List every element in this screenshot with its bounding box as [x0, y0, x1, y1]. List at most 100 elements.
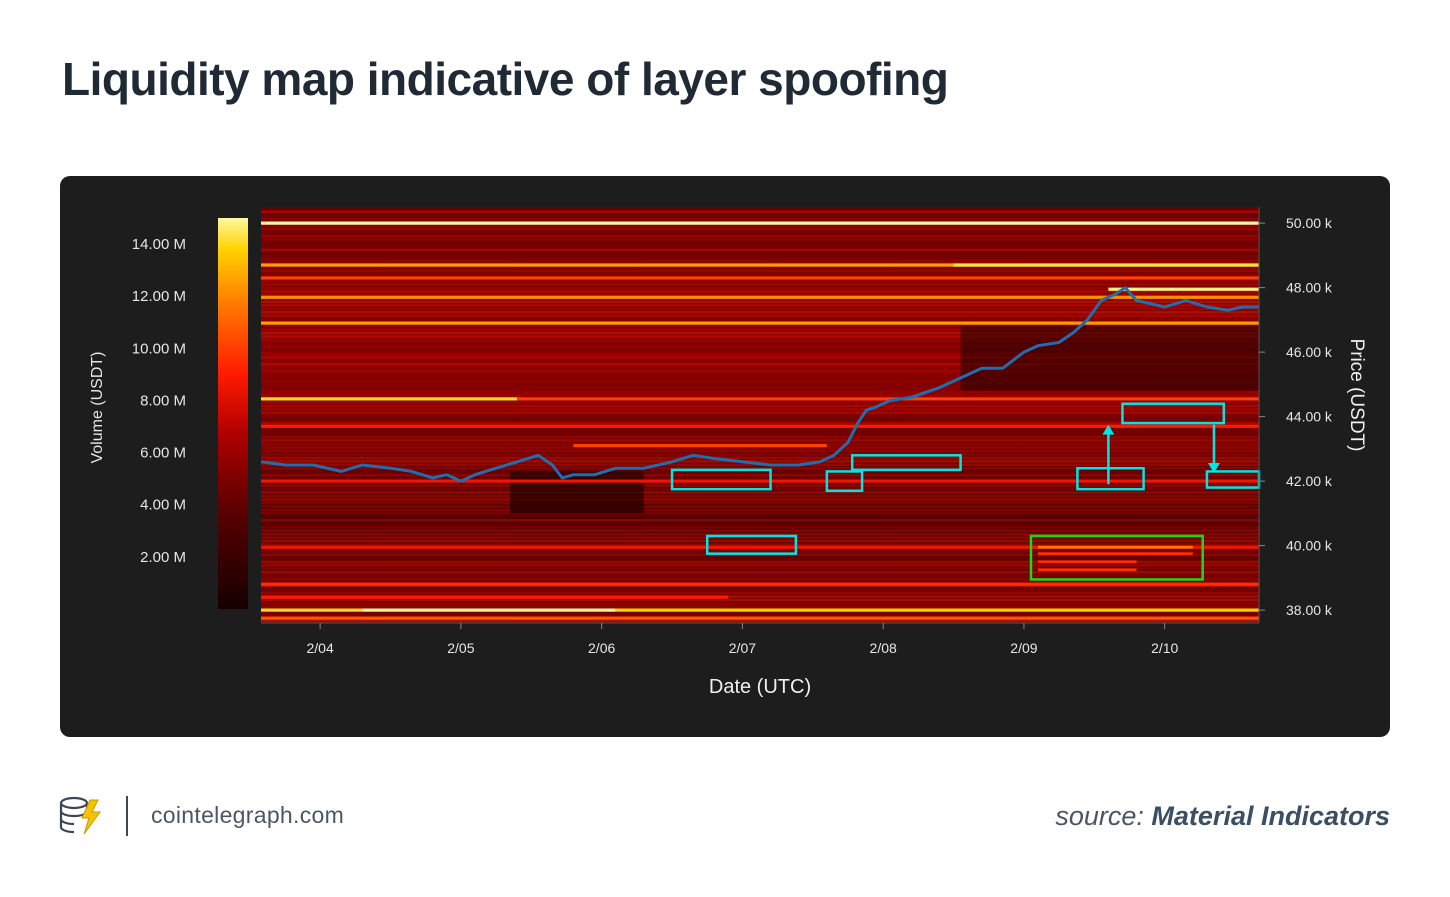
heatmap-texture-row — [261, 525, 1259, 529]
heatmap-texture-row — [261, 207, 1259, 210]
heatmap-texture-row — [261, 241, 1259, 245]
liquidity-band — [261, 582, 1259, 586]
heatmap-texture-row — [261, 460, 1259, 463]
heatmap-texture-row — [261, 522, 1259, 526]
heatmap-texture-row — [261, 473, 1259, 477]
x-tick-label: 2/07 — [729, 640, 756, 656]
heatmap-texture-row — [261, 418, 1259, 422]
heatmap-texture-row — [261, 376, 1259, 380]
heatmap-texture-row — [261, 369, 1259, 373]
chart-panel: 2.00 M 4.00 M 6.00 M 8.00 M 10.00 M 12.00 M 14… — [60, 176, 1390, 737]
heatmap-texture-row — [261, 255, 1259, 259]
heatmap-texture-row — [261, 619, 1259, 623]
heatmap-texture-row — [261, 435, 1259, 439]
heatmap-texture-row — [261, 512, 1259, 515]
heatmap-texture-row — [261, 536, 1259, 539]
page-title: Liquidity map indicative of layer spoofi… — [62, 53, 949, 105]
liquidity-band — [1038, 568, 1137, 572]
heatmap-texture-row — [261, 401, 1259, 404]
heatmap-texture-row — [261, 432, 1259, 435]
liquidity-band — [261, 276, 1259, 280]
heatmap-texture-row — [261, 349, 1259, 352]
heatmap-texture-row — [261, 283, 1259, 286]
liquidity-band — [261, 595, 729, 599]
heatmap-texture-row — [261, 272, 1259, 276]
liquidity-band — [517, 397, 1259, 401]
colorbar-axis-label: Volume (USDT) — [89, 351, 106, 463]
y-tick-label: 50.00 k — [1286, 215, 1333, 231]
heatmap-texture-row — [261, 439, 1259, 442]
liquidity-band — [1038, 560, 1137, 564]
liquidity-band — [261, 616, 1259, 620]
heatmap-texture-row — [261, 519, 1259, 522]
heatmap-texture-row — [261, 532, 1259, 536]
heatmap-texture-row — [261, 491, 1259, 494]
heatmap-texture-row — [261, 602, 1259, 605]
heatmap-texture-row — [261, 567, 1259, 571]
heatmap-texture-row — [261, 529, 1259, 532]
x-tick-label: 2/10 — [1151, 640, 1178, 656]
source-prefix: source: — [1055, 801, 1144, 831]
heatmap-texture-row — [261, 394, 1259, 397]
colorbar-tick-label: 10.00 M — [132, 340, 186, 357]
heatmap-texture-row — [261, 217, 1259, 220]
heatmap-texture-row — [261, 584, 1259, 588]
heatmap-texture-row — [261, 449, 1259, 453]
heatmap-texture-row — [261, 446, 1259, 449]
heatmap-texture-row — [261, 508, 1259, 512]
heatmap-texture-row — [261, 588, 1259, 591]
heatmap-texture-row — [261, 577, 1259, 581]
heatmap-texture-row — [261, 612, 1259, 616]
heatmap-texture-row — [261, 213, 1259, 217]
footer-site-link[interactable]: cointelegraph.com — [151, 802, 345, 828]
cointelegraph-logo-icon[interactable] — [58, 794, 104, 838]
heatmap-texture-row — [261, 279, 1259, 283]
colorbar-tick-label: 14.00 M — [132, 236, 186, 253]
y-tick-label: 46.00 k — [1286, 344, 1333, 360]
heatmap-texture-row — [261, 605, 1259, 609]
annotation-arrow-head — [1207, 463, 1220, 474]
heatmap-texture-row — [261, 574, 1259, 578]
liquidity-heatmap-chart: 2.00 M 4.00 M 6.00 M 8.00 M 10.00 M 12.00 M 14… — [89, 207, 1367, 698]
heatmap-texture-row — [261, 314, 1259, 318]
colorbar-tick-label: 2.00 M — [140, 549, 186, 566]
heatmap-texture-row — [261, 286, 1259, 290]
heatmap-texture-row — [261, 428, 1259, 432]
heatmap-texture-row — [261, 342, 1259, 345]
heatmap-texture-row — [261, 290, 1259, 293]
heatmap-texture-row — [261, 359, 1259, 363]
heatmap-texture-row — [261, 467, 1259, 470]
liquidity-band — [261, 263, 1259, 267]
heatmap-texture-row — [261, 231, 1259, 234]
liquidity-band — [261, 321, 1259, 325]
heatmap-texture-row — [261, 238, 1259, 241]
x-tick-label: 2/08 — [870, 640, 897, 656]
cyan-highlight-box — [1076, 466, 1145, 491]
heatmap-texture-row — [261, 421, 1259, 425]
heatmap-texture-row — [261, 560, 1259, 564]
heatmap-texture-row — [261, 269, 1259, 272]
heatmap-texture-row — [261, 307, 1259, 311]
y-tick-label: 38.00 k — [1286, 602, 1333, 618]
heatmap-texture-row — [261, 338, 1259, 342]
source-name: Material Indicators — [1151, 801, 1390, 831]
heatmap-texture-row — [261, 411, 1259, 415]
heatmap-texture-row — [261, 557, 1259, 560]
heatmap-texture-row — [261, 224, 1259, 227]
heatmap-texture-row — [261, 498, 1259, 501]
heatmap-texture-row — [261, 259, 1259, 262]
heatmap-texture-row — [261, 581, 1259, 584]
heatmap-texture-row — [261, 453, 1259, 456]
heatmap-texture-row — [261, 248, 1259, 252]
heatmap-texture-row — [261, 363, 1259, 366]
cyan-highlight-box — [1121, 402, 1226, 425]
heatmap-texture-row — [261, 335, 1259, 338]
heatmap-texture-row — [261, 543, 1259, 546]
liquidity-band — [573, 444, 827, 448]
heatmap-texture-row — [261, 456, 1259, 460]
heatmap-texture-row — [261, 331, 1259, 335]
heatmap-texture-row — [261, 300, 1259, 304]
heatmap-texture-row — [261, 484, 1259, 487]
colorbar-tick-label: 8.00 M — [140, 392, 186, 409]
liquidity-band — [1038, 552, 1193, 556]
